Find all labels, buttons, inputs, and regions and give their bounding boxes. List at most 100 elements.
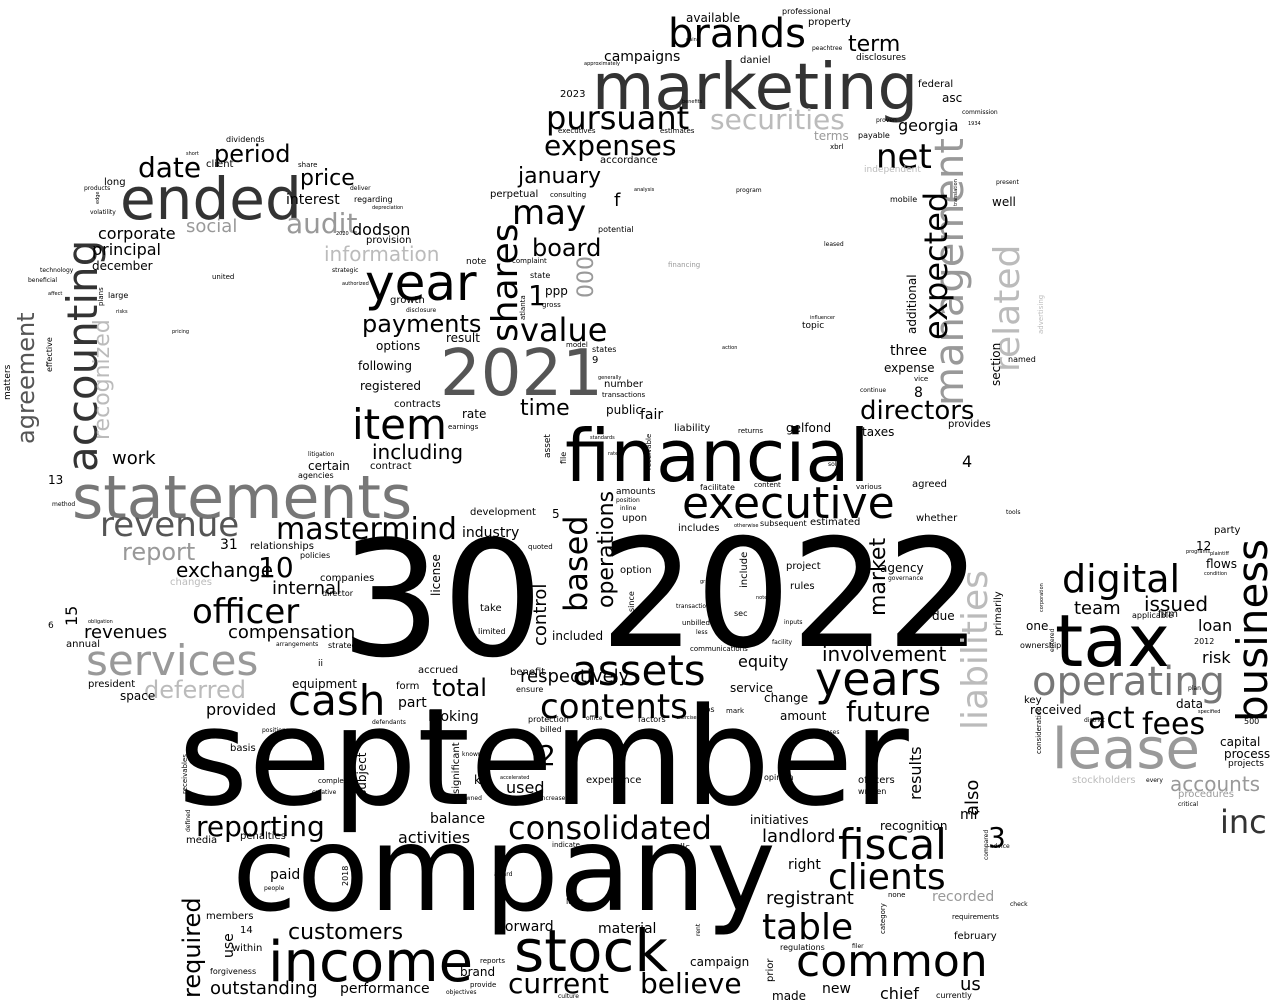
word-united: united xyxy=(212,273,235,281)
word-data: data xyxy=(1176,697,1204,711)
word-inc: inc xyxy=(1220,803,1267,841)
word-contract: contract xyxy=(370,461,412,472)
word-includes: includes xyxy=(678,523,720,534)
word-volatility: volatility xyxy=(90,209,116,216)
word-6: 6 xyxy=(48,621,54,631)
word-present: present xyxy=(996,179,1019,186)
word-objectives: objectives xyxy=(446,989,477,996)
word-gross: gross xyxy=(542,301,561,309)
word-ppp: ppp xyxy=(545,284,568,298)
word-large: large xyxy=(108,291,129,300)
word-agencies: agencies xyxy=(298,471,334,480)
word-reports: reports xyxy=(480,957,506,965)
word-audit: audit xyxy=(286,207,358,240)
word-september: september xyxy=(178,679,909,836)
word-period: period xyxy=(214,140,291,168)
word-proven: proven xyxy=(876,117,897,124)
word-protection: protection xyxy=(528,715,569,724)
word-campaign: campaign xyxy=(690,955,750,969)
word-4: 4 xyxy=(962,452,973,471)
word-report: report xyxy=(122,538,196,566)
word-interest: interest xyxy=(286,192,340,208)
word-states: states xyxy=(592,345,617,354)
word-price: price xyxy=(300,166,355,191)
word-receivables: receivables xyxy=(181,754,189,794)
word-note: note xyxy=(466,257,487,267)
word-unbilled: unbilled xyxy=(682,619,710,627)
word-performance: performance xyxy=(340,981,430,997)
word-directors: directors xyxy=(860,396,975,426)
word-peachtree: peachtree xyxy=(812,45,843,52)
word-provided: provided xyxy=(206,700,277,719)
word-number: number xyxy=(604,379,644,390)
word-executive: executive xyxy=(682,478,895,529)
word-financial: financial xyxy=(565,414,870,498)
word-capital: capital xyxy=(1220,735,1261,749)
word-less: less xyxy=(696,629,708,636)
word-activities: activities xyxy=(398,828,471,847)
word-deferred: deferred xyxy=(144,676,246,704)
word-current: current xyxy=(508,967,610,1000)
word-liability: liability xyxy=(674,423,711,434)
word-market: market xyxy=(866,537,891,616)
word-tax: tax xyxy=(1055,599,1170,683)
word-believe: believe xyxy=(640,967,742,1000)
word-payable: payable xyxy=(858,131,890,140)
word-k: k xyxy=(474,773,481,787)
word-including: including xyxy=(372,440,464,464)
word-critical: critical xyxy=(1178,801,1199,808)
word-agreed: agreed xyxy=(912,479,948,490)
word-30: 30 xyxy=(340,506,544,693)
word-known: known xyxy=(462,751,482,758)
word-matters: matters xyxy=(3,364,13,400)
word-corporation: corporation xyxy=(1039,583,1045,612)
word-consulting: consulting xyxy=(550,191,587,199)
word-mobile: mobile xyxy=(890,195,918,204)
word-result: result xyxy=(446,331,480,345)
word-registered: registered xyxy=(360,379,422,393)
word-new: new xyxy=(822,981,851,997)
word-transaction: transaction xyxy=(676,603,710,610)
word-grant: grant xyxy=(700,579,714,585)
word-dividends: dividends xyxy=(226,135,265,144)
word-subsequent: subsequent xyxy=(760,519,807,528)
word-financing: financing xyxy=(668,261,701,269)
word-estimates: estimates xyxy=(660,127,695,135)
word-amount: amount xyxy=(780,709,827,723)
word-development: development xyxy=(470,507,536,518)
word-received: received xyxy=(1030,703,1082,717)
word-total: total xyxy=(432,674,487,702)
word-contracts: contracts xyxy=(394,399,441,410)
word-rios: rios xyxy=(700,705,715,714)
word-filer: filer xyxy=(852,943,864,950)
word-ended: ended xyxy=(120,165,302,233)
word-involvement: involvement xyxy=(822,642,947,666)
word-15: 15 xyxy=(62,605,81,626)
word-products: products xyxy=(84,185,111,192)
word-experience: experience xyxy=(586,775,642,786)
word-assets: assets xyxy=(572,646,706,695)
word-marketing: marketing xyxy=(592,51,919,125)
word-complaint: complaint xyxy=(512,257,547,265)
word-asset: asset xyxy=(543,434,553,458)
word-following: following xyxy=(358,359,412,373)
word-benefits: benefits xyxy=(682,99,703,105)
word-use: use xyxy=(221,933,237,958)
word-required: required xyxy=(178,897,206,998)
word-xbrl: xbrl xyxy=(830,143,844,151)
word-shares: shares xyxy=(485,223,526,342)
word-mark: mark xyxy=(726,707,745,715)
word-3: 3 xyxy=(988,821,1006,854)
word-advice: advice xyxy=(990,843,1010,850)
word-file: file xyxy=(559,451,568,464)
word-procedures: procedures xyxy=(1178,789,1234,800)
word-act: act xyxy=(1088,701,1135,736)
word-brand: brand xyxy=(460,965,496,979)
word-social: social xyxy=(186,216,238,237)
word-sole: sole xyxy=(828,461,841,468)
word-liabilities: liabilities xyxy=(955,570,996,730)
word-earnings: earnings xyxy=(448,423,479,431)
word-affect: affect xyxy=(48,291,63,297)
word-arrangements: arrangements xyxy=(276,641,319,648)
word-due: due xyxy=(932,609,955,623)
